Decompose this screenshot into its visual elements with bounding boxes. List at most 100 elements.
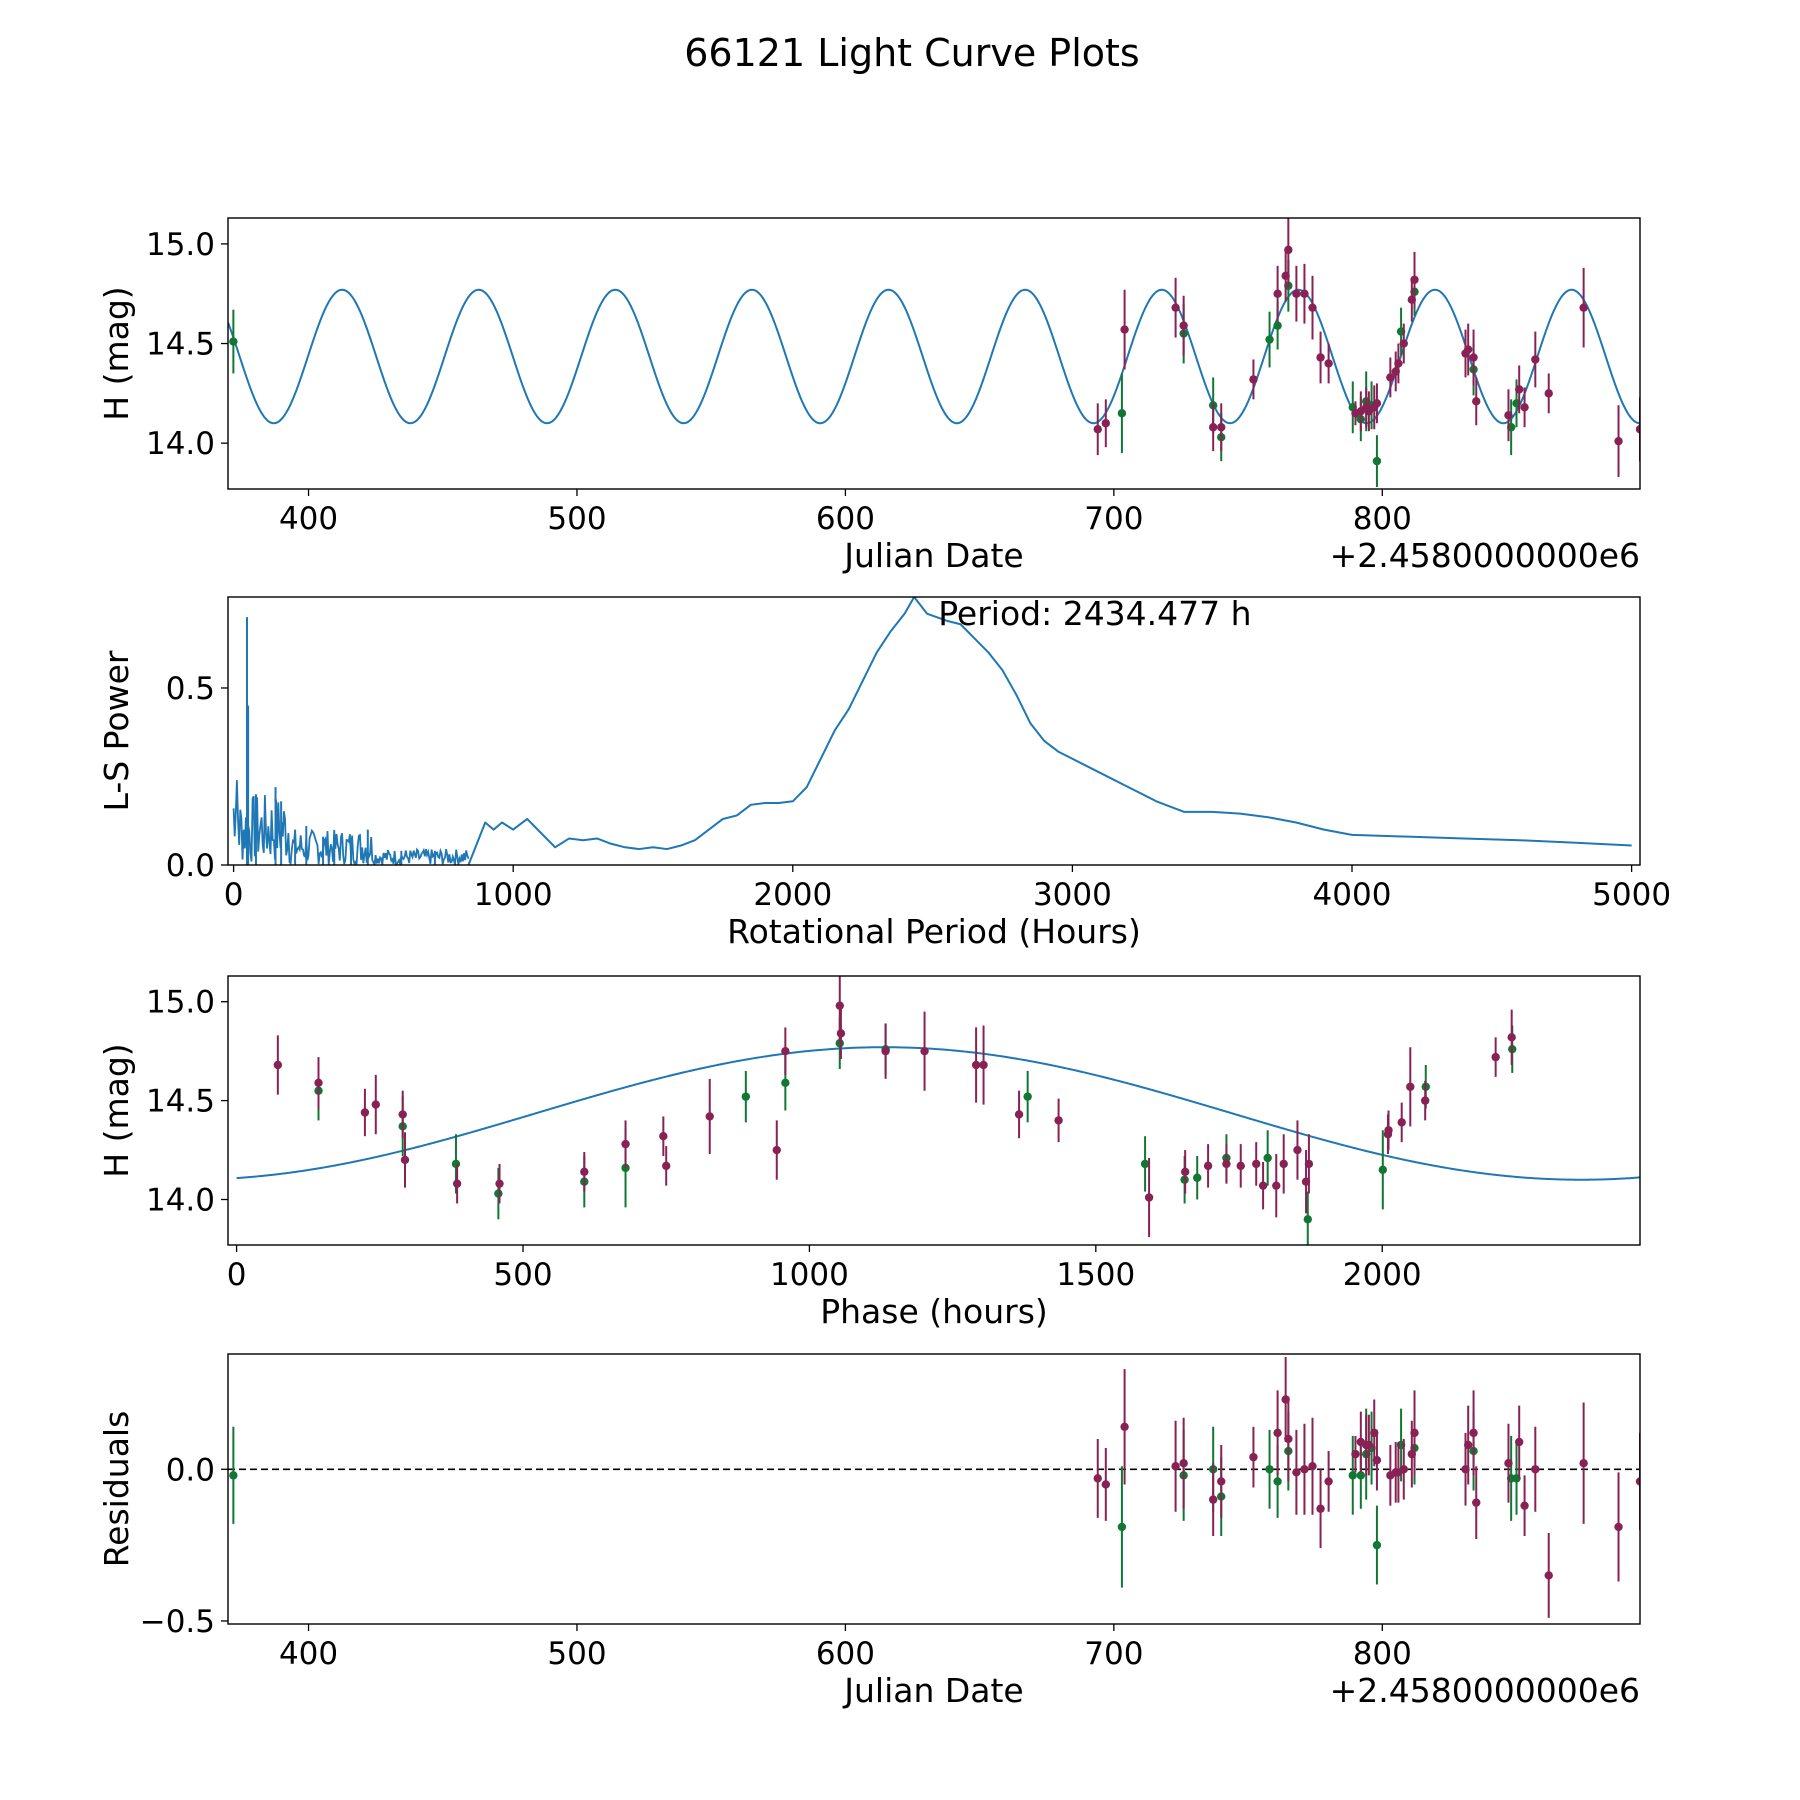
x-offset-label: +2.4580000000e6 [1330, 536, 1640, 575]
x-tick-label: 800 [1353, 501, 1412, 537]
x-tick-label: 3000 [1033, 877, 1112, 913]
data-point [1303, 1215, 1312, 1224]
data-point [1217, 423, 1226, 432]
plot-area [228, 1357, 1640, 1618]
data-point [1531, 355, 1540, 364]
x-axis-label: Julian Date [842, 1671, 1024, 1710]
data-point [1308, 1462, 1317, 1471]
data-point [1372, 399, 1382, 408]
data-point [1014, 1110, 1024, 1119]
data-point [1284, 245, 1293, 255]
data-point [452, 1179, 462, 1188]
data-point [1258, 1181, 1268, 1190]
data-point [360, 1108, 370, 1117]
data-point [1348, 1471, 1357, 1480]
data-point [1120, 1422, 1129, 1432]
plot-area [232, 597, 1632, 865]
data-point [1249, 1452, 1258, 1462]
series-g [314, 1017, 1517, 1245]
data-point [1292, 1468, 1301, 1477]
data-point [1101, 419, 1111, 428]
data-point [1292, 289, 1301, 298]
data-point [1397, 1118, 1406, 1127]
data-point [705, 1112, 714, 1121]
data-point [1504, 1459, 1513, 1468]
y-tick-label: 0.0 [166, 848, 215, 884]
data-point [229, 1471, 238, 1480]
data-point [1252, 1159, 1261, 1169]
data-point [1117, 409, 1127, 418]
data-point [979, 1060, 988, 1070]
data-point [1406, 1082, 1415, 1091]
x-tick-label: 400 [279, 1636, 338, 1672]
data-point [1171, 303, 1180, 312]
data-point [1093, 1474, 1102, 1483]
data-point [1614, 1522, 1623, 1532]
data-point [1208, 423, 1218, 432]
series-o [1093, 1357, 1640, 1618]
y-tick-label: 15.0 [146, 985, 215, 1021]
plot-area [228, 218, 1640, 488]
data-point [1179, 321, 1188, 330]
data-point [1217, 1477, 1226, 1486]
data-point [1308, 303, 1317, 312]
data-point [741, 1092, 751, 1101]
data-point [1399, 1465, 1408, 1474]
data-point [398, 1110, 407, 1119]
y-tick-label: −0.5 [140, 1604, 215, 1640]
y-tick-label: 0.5 [166, 671, 215, 707]
x-tick-label: 1000 [770, 1257, 849, 1293]
data-point [1544, 1571, 1553, 1580]
y-tick-label: 14.0 [146, 426, 215, 462]
series-g [229, 259, 1521, 488]
data-point [1117, 1522, 1127, 1532]
data-point [1372, 1540, 1382, 1550]
x-axis-label: Rotational Period (Hours) [727, 912, 1141, 951]
series-g [229, 1408, 1521, 1588]
data-point [1203, 1161, 1213, 1171]
data-point [1284, 1434, 1293, 1444]
data-point [1324, 359, 1333, 368]
x-axis-label: Phase (hours) [820, 1292, 1048, 1331]
data-point [1378, 1165, 1388, 1175]
x-tick-label: 800 [1353, 1636, 1412, 1672]
data-point [1515, 1437, 1524, 1447]
data-point [1265, 1465, 1274, 1474]
x-tick-label: 0 [224, 877, 244, 913]
data-point [400, 1155, 410, 1165]
data-point [1579, 303, 1588, 312]
data-point [1579, 1459, 1588, 1468]
data-point [1120, 325, 1129, 334]
data-point [1635, 1477, 1640, 1486]
series-o [1093, 218, 1640, 478]
x-axis-label: Julian Date [842, 536, 1024, 575]
data-point [1394, 359, 1403, 368]
data-point [1171, 1462, 1180, 1471]
data-point [1384, 1126, 1393, 1135]
y-axis-label: L-S Power [97, 650, 136, 811]
x-tick-label: 700 [1084, 1636, 1143, 1672]
data-point [1193, 1173, 1202, 1182]
data-point [971, 1060, 981, 1070]
data-point [1316, 353, 1325, 362]
data-point [1469, 1428, 1478, 1438]
data-point [229, 337, 238, 346]
data-point [1399, 339, 1408, 348]
data-point [1544, 389, 1553, 398]
plot-area [236, 976, 1640, 1245]
data-point [772, 1145, 781, 1155]
data-point [1520, 403, 1529, 412]
data-point [1469, 353, 1478, 362]
data-point [781, 1078, 790, 1088]
data-point [495, 1179, 504, 1188]
data-point [1531, 1465, 1540, 1474]
data-point [1463, 345, 1473, 354]
data-point [662, 1161, 671, 1171]
data-point [836, 1029, 846, 1038]
data-point [273, 1060, 283, 1070]
data-point [1300, 1465, 1309, 1474]
model-curve [236, 1046, 1640, 1181]
data-point [1364, 1440, 1374, 1450]
data-point [1372, 1455, 1382, 1465]
y-tick-label: 14.0 [146, 1183, 215, 1219]
